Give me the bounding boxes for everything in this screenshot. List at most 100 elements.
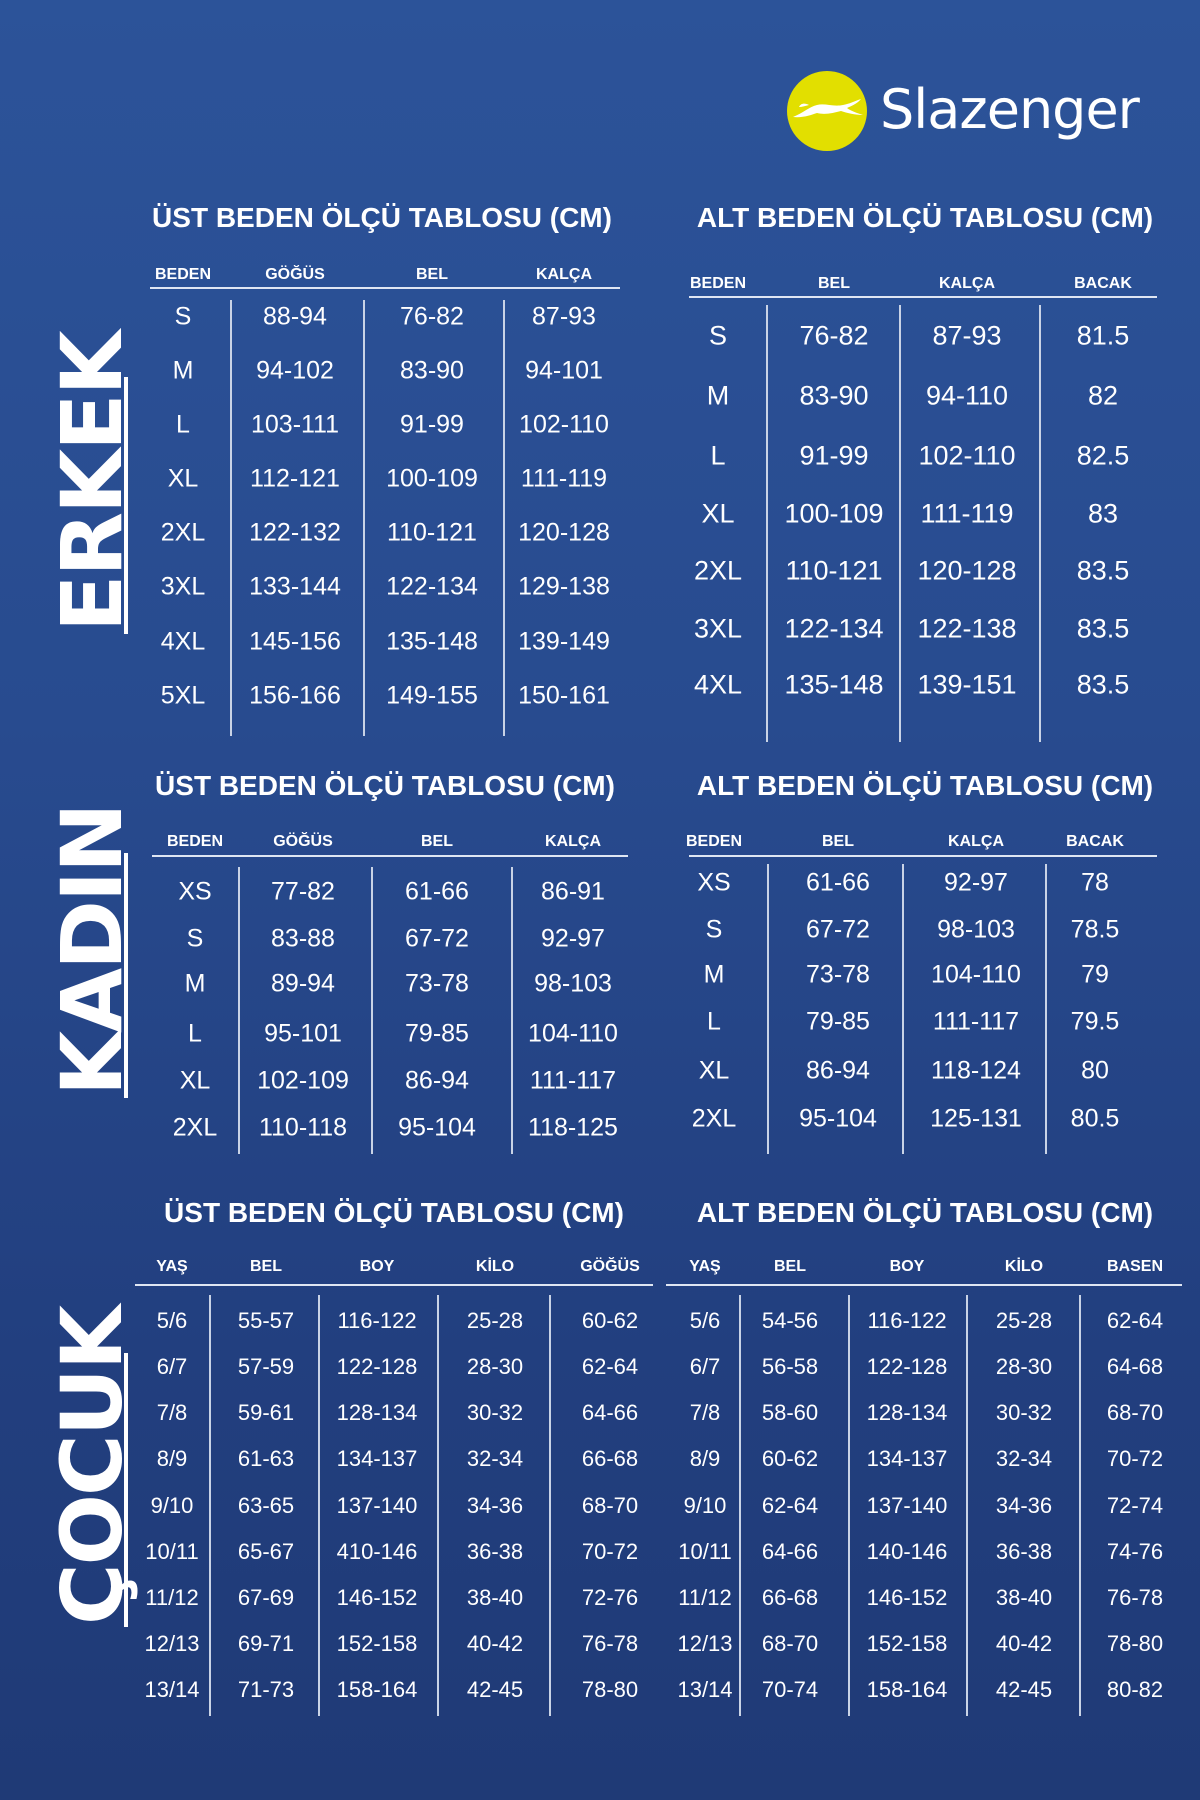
column-divider bbox=[238, 867, 240, 1154]
measurement-cell: 36-38 bbox=[995, 1539, 1053, 1564]
upper-table-title: ÜST BEDEN ÖLÇÜ TABLOSU (CM) bbox=[164, 1197, 624, 1228]
measurement-cell: 120-128 bbox=[518, 518, 610, 547]
measurement-cell: 42-45 bbox=[995, 1677, 1053, 1702]
lower-table-title: ALT BEDEN ÖLÇÜ TABLOSU (CM) bbox=[696, 770, 1154, 801]
measurement-cell: 73-78 bbox=[806, 960, 870, 989]
column-divider bbox=[503, 300, 505, 736]
measurement-cell: 80 bbox=[1081, 1056, 1109, 1085]
column-header: YAŞ bbox=[689, 1258, 721, 1275]
column-header: BASEN bbox=[1106, 1258, 1164, 1275]
measurement-cell: 72-74 bbox=[1106, 1493, 1164, 1518]
measurement-cell: 135-148 bbox=[386, 627, 478, 656]
column-header: BOY bbox=[359, 1258, 395, 1275]
measurement-cell: 111-117 bbox=[932, 1007, 1020, 1036]
measurement-cell: 152-158 bbox=[866, 1631, 948, 1656]
size-cell: 7/8 bbox=[689, 1400, 721, 1425]
measurement-cell: 86-94 bbox=[806, 1056, 870, 1085]
measurement-cell: 57-59 bbox=[237, 1354, 295, 1379]
measurement-cell: 139-151 bbox=[917, 669, 1017, 700]
size-cell: XL bbox=[701, 498, 735, 529]
size-cell: M bbox=[706, 380, 730, 411]
measurement-cell: 78.5 bbox=[1070, 915, 1120, 944]
measurement-cell: 59-61 bbox=[237, 1400, 295, 1425]
column-header: KALÇA bbox=[536, 266, 592, 283]
measurement-cell: 72-76 bbox=[581, 1585, 639, 1610]
measurement-cell: 133-144 bbox=[249, 572, 341, 601]
measurement-cell: 83.5 bbox=[1076, 669, 1130, 700]
size-cell: XS bbox=[178, 877, 212, 906]
section-label-cocuk: ÇOCUK bbox=[43, 1306, 141, 1625]
size-cell: M bbox=[184, 969, 206, 998]
measurement-cell: 60-62 bbox=[761, 1446, 819, 1471]
measurement-cell: 83.5 bbox=[1076, 555, 1130, 586]
measurement-cell: 120-128 bbox=[917, 555, 1017, 586]
measurement-cell: 88-94 bbox=[263, 302, 327, 331]
measurement-cell: 25-28 bbox=[995, 1308, 1053, 1333]
measurement-cell: 76-78 bbox=[581, 1631, 639, 1656]
measurement-cell: 77-82 bbox=[271, 877, 335, 906]
measurement-cell: 102-110 bbox=[918, 440, 1016, 471]
size-cell: 2XL bbox=[691, 1104, 737, 1133]
size-cell: 12/13 bbox=[144, 1631, 200, 1656]
measurement-cell: 103-111 bbox=[250, 410, 340, 439]
measurement-cell: 38-40 bbox=[466, 1585, 524, 1610]
measurement-cell: 102-110 bbox=[519, 410, 609, 439]
size-cell: 13/14 bbox=[144, 1677, 200, 1702]
measurement-cell: 34-36 bbox=[995, 1493, 1053, 1518]
measurement-cell: 67-69 bbox=[237, 1585, 295, 1610]
measurement-cell: 82.5 bbox=[1076, 440, 1130, 471]
measurement-cell: 83.5 bbox=[1076, 613, 1130, 644]
size-cell: 9/10 bbox=[150, 1493, 194, 1518]
measurement-cell: 128-134 bbox=[336, 1400, 418, 1425]
column-divider bbox=[230, 300, 232, 736]
size-cell: XL bbox=[179, 1066, 211, 1095]
measurement-cell: 102-109 bbox=[257, 1066, 349, 1095]
measurement-cell: 100-109 bbox=[386, 464, 478, 493]
measurement-cell: 30-32 bbox=[466, 1400, 524, 1425]
size-cell: XL bbox=[167, 464, 199, 493]
measurement-cell: 76-78 bbox=[1106, 1585, 1164, 1610]
section-label-bar bbox=[124, 853, 128, 1098]
measurement-cell: 134-137 bbox=[866, 1446, 948, 1471]
size-cell: 4XL bbox=[693, 669, 743, 700]
measurement-cell: 66-68 bbox=[581, 1446, 639, 1471]
column-header: KALÇA bbox=[545, 833, 601, 850]
column-header: YAŞ bbox=[156, 1258, 188, 1275]
section-label-bar bbox=[124, 377, 128, 634]
measurement-cell: 64-68 bbox=[1106, 1354, 1164, 1379]
column-header: BEDEN bbox=[685, 833, 743, 850]
size-cell: 5/6 bbox=[689, 1308, 721, 1333]
measurement-cell: 70-72 bbox=[581, 1539, 639, 1564]
measurement-cell: 28-30 bbox=[995, 1354, 1053, 1379]
column-header: BACAK bbox=[1074, 275, 1132, 292]
measurement-cell: 111-117 bbox=[529, 1066, 617, 1095]
measurement-cell: 125-131 bbox=[930, 1104, 1022, 1133]
measurement-cell: 56-58 bbox=[761, 1354, 819, 1379]
measurement-cell: 91-99 bbox=[799, 440, 869, 471]
measurement-cell: 68-70 bbox=[761, 1631, 819, 1656]
upper-table-title: ÜST BEDEN ÖLÇÜ TABLOSU (CM) bbox=[152, 202, 612, 233]
measurement-cell: 122-128 bbox=[336, 1354, 418, 1379]
measurement-cell: 100-109 bbox=[784, 498, 884, 529]
column-header: BEDEN bbox=[166, 833, 224, 850]
measurement-cell: 128-134 bbox=[866, 1400, 948, 1425]
column-divider bbox=[511, 867, 513, 1154]
measurement-cell: 83-90 bbox=[799, 380, 869, 411]
measurement-cell: 79.5 bbox=[1070, 1007, 1120, 1036]
measurement-cell: 111-119 bbox=[520, 464, 608, 493]
measurement-cell: 80-82 bbox=[1106, 1677, 1164, 1702]
size-cell: L bbox=[707, 1007, 721, 1036]
measurement-cell: 122-134 bbox=[386, 572, 478, 601]
size-cell: 3XL bbox=[160, 572, 206, 601]
measurement-cell: 104-110 bbox=[528, 1019, 618, 1048]
size-cell: 2XL bbox=[160, 518, 206, 547]
measurement-cell: 69-71 bbox=[237, 1631, 295, 1656]
size-cell: 11/12 bbox=[145, 1585, 199, 1610]
column-header: GÖĞÜS bbox=[273, 833, 333, 850]
size-cell: 7/8 bbox=[156, 1400, 188, 1425]
size-cell: S bbox=[708, 320, 728, 351]
column-divider bbox=[549, 1295, 551, 1716]
measurement-cell: 78-80 bbox=[1106, 1631, 1164, 1656]
measurement-cell: 86-91 bbox=[541, 877, 605, 906]
measurement-cell: 150-161 bbox=[518, 681, 610, 710]
